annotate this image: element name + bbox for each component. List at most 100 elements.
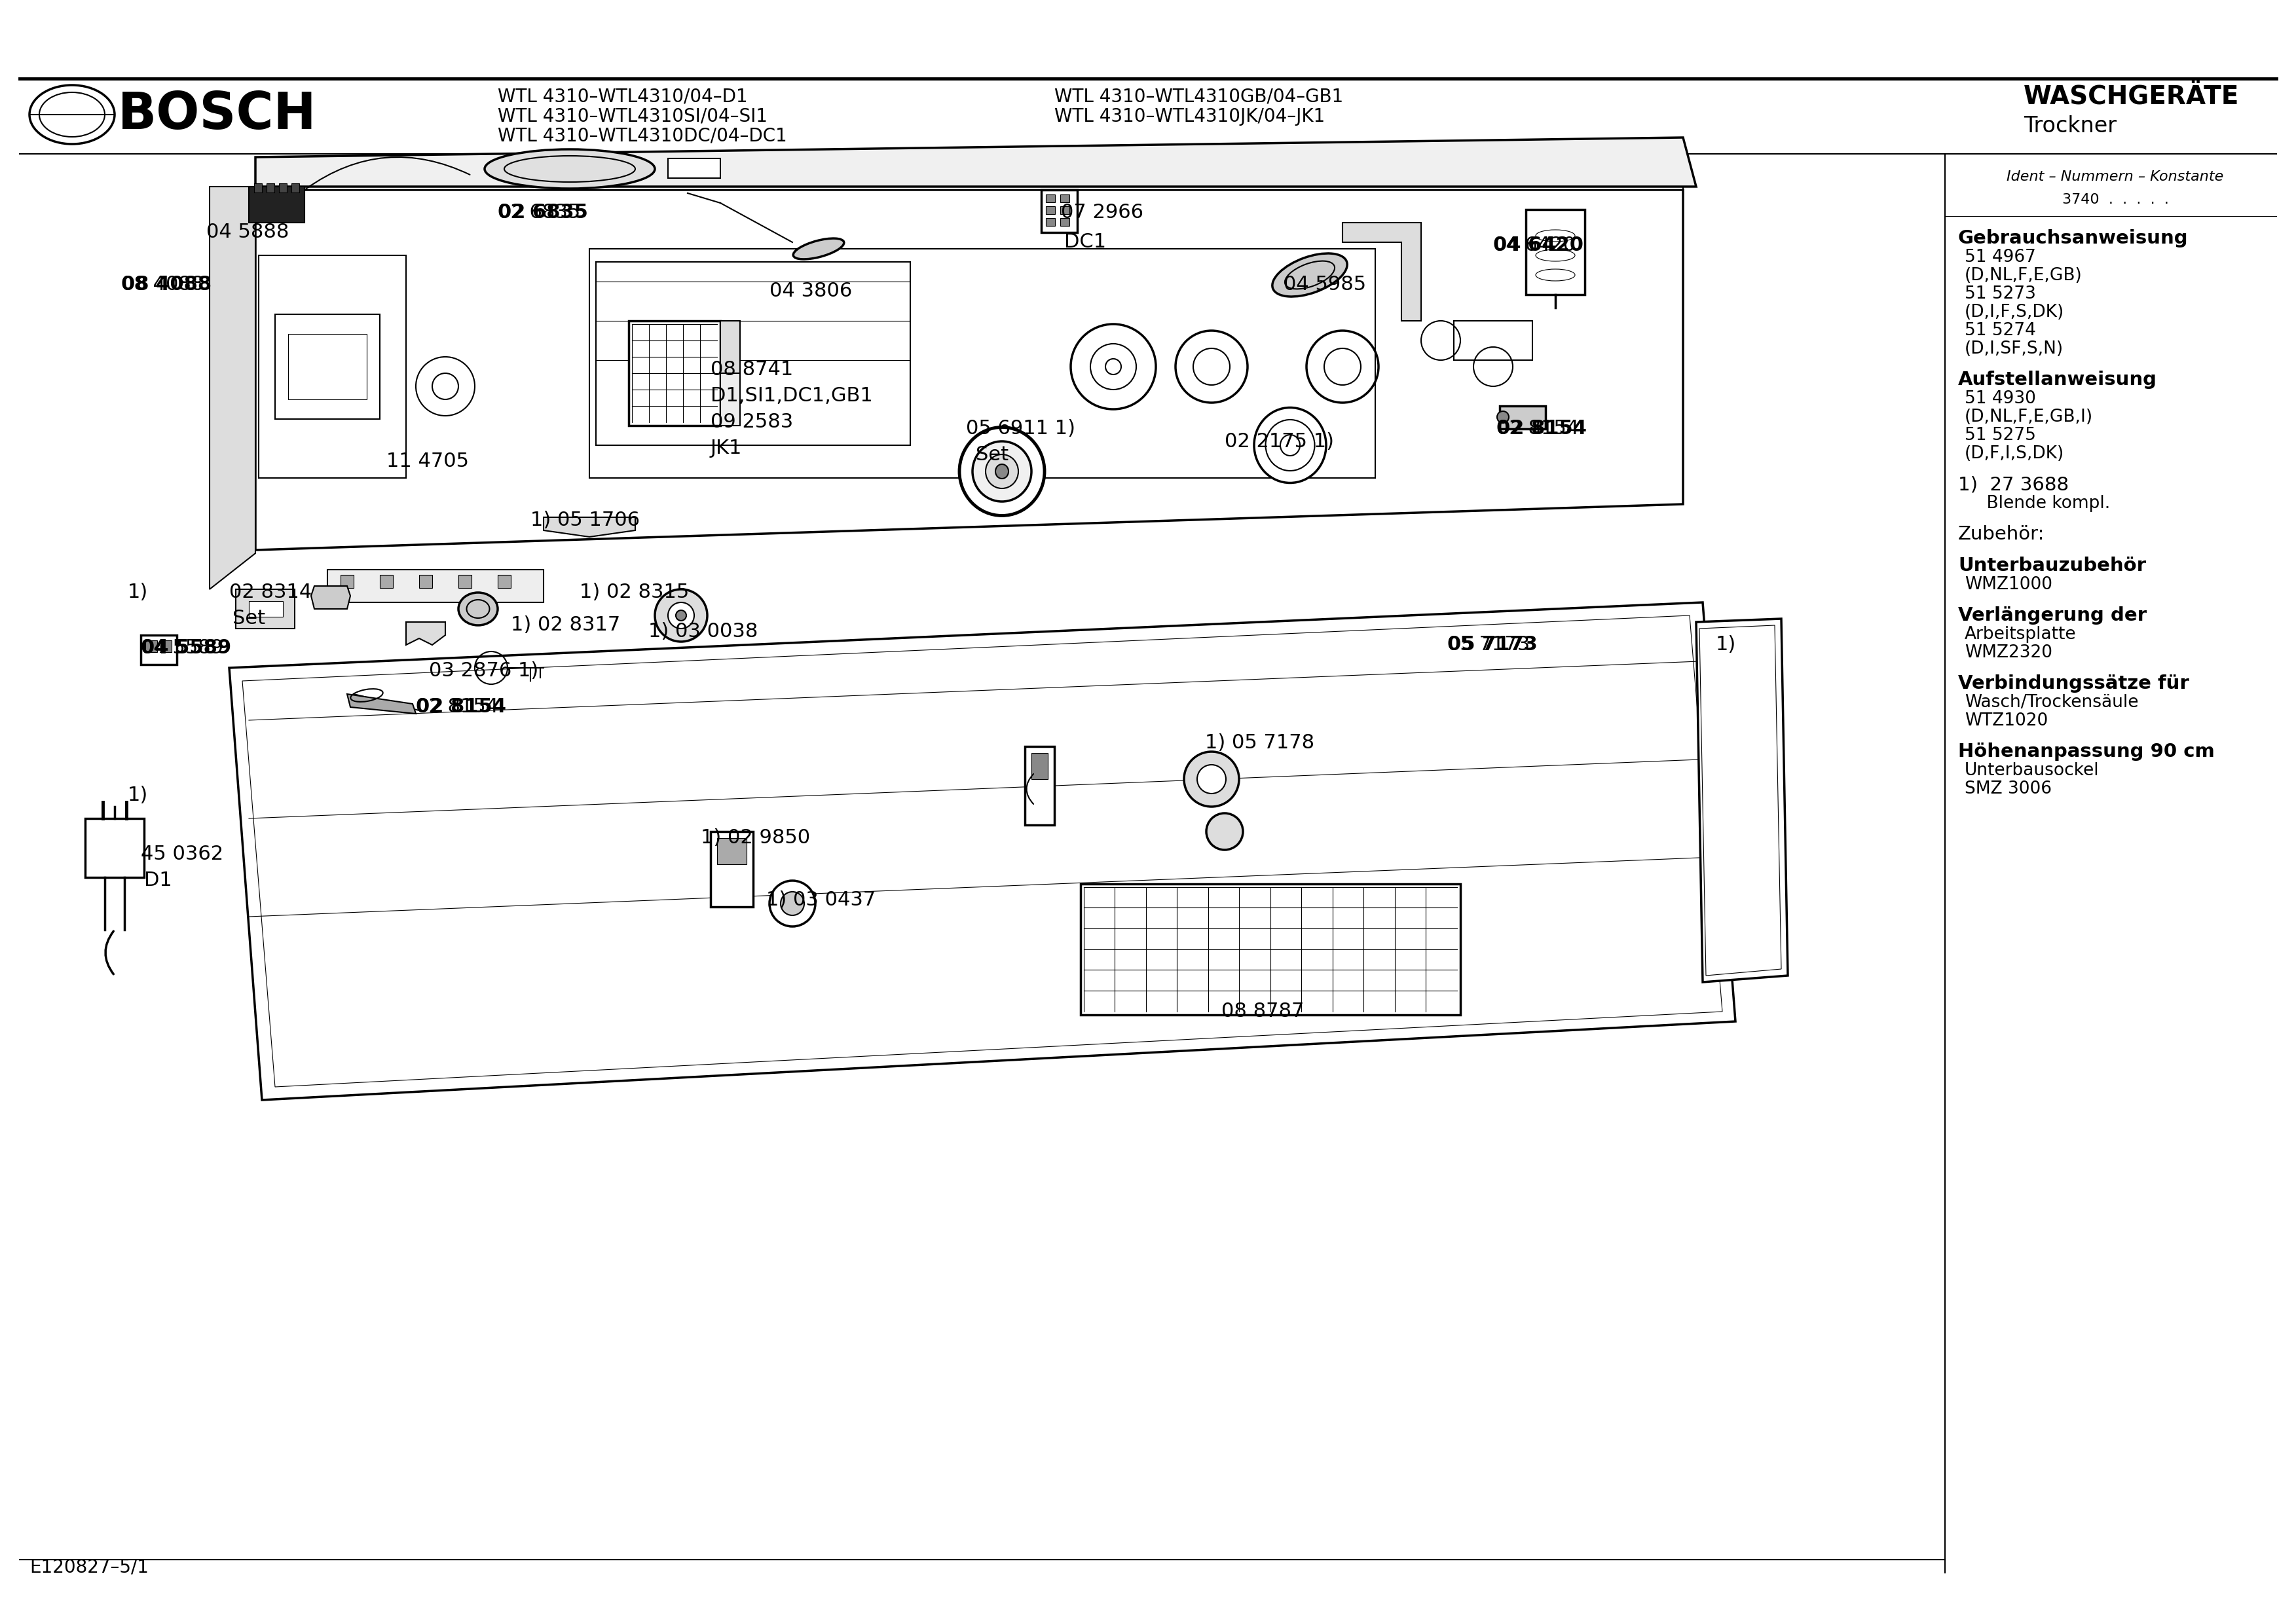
Text: D1: D1 xyxy=(145,870,172,890)
Text: Unterbausockel: Unterbausockel xyxy=(1965,762,2099,779)
Bar xyxy=(498,575,510,588)
Text: 08 4088: 08 4088 xyxy=(122,276,211,293)
Text: 08 8787: 08 8787 xyxy=(1221,1001,1304,1020)
Text: 1) 02 9850: 1) 02 9850 xyxy=(700,829,810,848)
Text: 04 5589: 04 5589 xyxy=(140,638,223,658)
Text: 02 8154: 02 8154 xyxy=(416,698,498,716)
Polygon shape xyxy=(85,819,145,877)
Text: DC1: DC1 xyxy=(1063,232,1107,251)
Circle shape xyxy=(654,590,707,642)
Bar xyxy=(255,184,262,192)
Text: (D,NL,F,E,GB,I): (D,NL,F,E,GB,I) xyxy=(1965,408,2094,426)
Polygon shape xyxy=(328,569,544,603)
Text: 08 8741: 08 8741 xyxy=(709,359,792,379)
Text: Set: Set xyxy=(976,445,1008,464)
Polygon shape xyxy=(259,255,406,479)
Text: 02 6835: 02 6835 xyxy=(498,203,588,222)
Text: 51 5273: 51 5273 xyxy=(1965,285,2037,303)
Bar xyxy=(629,321,721,426)
Bar xyxy=(248,187,305,222)
Bar xyxy=(716,838,746,864)
Bar xyxy=(709,832,753,908)
Bar xyxy=(161,640,172,653)
Polygon shape xyxy=(255,156,1683,190)
Text: 1) 05 1706: 1) 05 1706 xyxy=(530,511,641,530)
Circle shape xyxy=(668,603,693,629)
Bar xyxy=(1061,206,1070,214)
Text: WTL 4310–WTL4310SI/04–SI1: WTL 4310–WTL4310SI/04–SI1 xyxy=(498,108,767,126)
Text: 11 4705: 11 4705 xyxy=(386,451,468,471)
Polygon shape xyxy=(1697,619,1789,982)
Ellipse shape xyxy=(1254,408,1327,484)
Text: 1) 05 7178: 1) 05 7178 xyxy=(1205,733,1313,753)
Bar xyxy=(1047,206,1054,214)
Ellipse shape xyxy=(484,150,654,189)
Bar xyxy=(721,374,739,426)
Text: 51 4930: 51 4930 xyxy=(1965,390,2037,408)
Text: 3740  .  .  .  .  .: 3740 . . . . . xyxy=(2062,193,2170,206)
Polygon shape xyxy=(236,590,294,629)
Text: 05 7173: 05 7173 xyxy=(1446,635,1529,654)
Circle shape xyxy=(1196,764,1226,793)
Polygon shape xyxy=(1343,222,1421,321)
Bar xyxy=(459,575,471,588)
Text: SMZ 3006: SMZ 3006 xyxy=(1965,780,2053,798)
Text: Trockner: Trockner xyxy=(2023,114,2117,137)
Bar xyxy=(420,575,432,588)
Text: Höhenanpassung 90 cm: Höhenanpassung 90 cm xyxy=(1958,743,2216,761)
Bar xyxy=(379,575,393,588)
Ellipse shape xyxy=(792,239,845,260)
Text: 09 2583: 09 2583 xyxy=(709,413,792,432)
Text: WASCHGERÄTE: WASCHGERÄTE xyxy=(2023,84,2239,110)
Text: 02 6835: 02 6835 xyxy=(498,203,581,222)
Text: 51 4967: 51 4967 xyxy=(1965,248,2037,266)
Bar xyxy=(1499,406,1545,429)
Circle shape xyxy=(781,891,804,916)
Text: 02 8154: 02 8154 xyxy=(1497,419,1580,438)
Text: WTL 4310–WTL4310/04–D1: WTL 4310–WTL4310/04–D1 xyxy=(498,87,748,106)
Text: WTZ1020: WTZ1020 xyxy=(1965,713,2048,729)
Circle shape xyxy=(769,880,815,927)
Text: WTL 4310–WTL4310DC/04–DC1: WTL 4310–WTL4310DC/04–DC1 xyxy=(498,127,788,145)
Text: 1) 02 8315: 1) 02 8315 xyxy=(579,582,689,601)
Text: 1): 1) xyxy=(129,582,149,601)
Bar xyxy=(266,184,276,192)
Text: BOSCH: BOSCH xyxy=(117,90,317,140)
Text: 04 6420: 04 6420 xyxy=(1492,235,1575,255)
Text: Zubehör:: Zubehör: xyxy=(1958,526,2046,543)
Text: 02 8314: 02 8314 xyxy=(230,582,312,601)
Bar xyxy=(1047,218,1054,226)
Circle shape xyxy=(1185,751,1240,806)
Bar xyxy=(340,575,354,588)
Text: 05 7173: 05 7173 xyxy=(1446,635,1538,654)
Text: 03 2876 1): 03 2876 1) xyxy=(429,661,540,680)
Text: 1): 1) xyxy=(1715,635,1736,654)
Text: (D,NL,F,E,GB): (D,NL,F,E,GB) xyxy=(1965,268,2082,284)
Text: 02 8154: 02 8154 xyxy=(416,698,505,716)
Ellipse shape xyxy=(1497,411,1508,422)
Polygon shape xyxy=(406,622,445,645)
Text: 51 5274: 51 5274 xyxy=(1965,322,2037,339)
Bar xyxy=(1031,753,1047,779)
Text: 45 0362: 45 0362 xyxy=(140,845,223,864)
Bar xyxy=(1061,195,1070,203)
Bar xyxy=(597,261,909,445)
Text: Wasch/Trockensäule: Wasch/Trockensäule xyxy=(1965,695,2138,711)
Ellipse shape xyxy=(960,427,1045,516)
Text: WTL 4310–WTL4310JK/04–JK1: WTL 4310–WTL4310JK/04–JK1 xyxy=(1054,108,1325,126)
Bar xyxy=(1061,218,1070,226)
Bar xyxy=(668,158,721,177)
Bar xyxy=(721,321,739,374)
Polygon shape xyxy=(255,190,1683,550)
Text: Unterbauzubehör: Unterbauzubehör xyxy=(1958,556,2147,575)
Text: 1)  27 3688: 1) 27 3688 xyxy=(1958,476,2069,493)
Text: 08 4088: 08 4088 xyxy=(122,276,204,293)
Text: Aufstellanweisung: Aufstellanweisung xyxy=(1958,371,2158,388)
Polygon shape xyxy=(544,517,636,537)
Text: WMZ2320: WMZ2320 xyxy=(1965,645,2053,661)
Text: E120827–5/1: E120827–5/1 xyxy=(30,1557,149,1577)
Bar xyxy=(145,640,156,653)
Ellipse shape xyxy=(1272,253,1348,297)
Circle shape xyxy=(1205,812,1242,850)
Bar xyxy=(1527,210,1584,295)
